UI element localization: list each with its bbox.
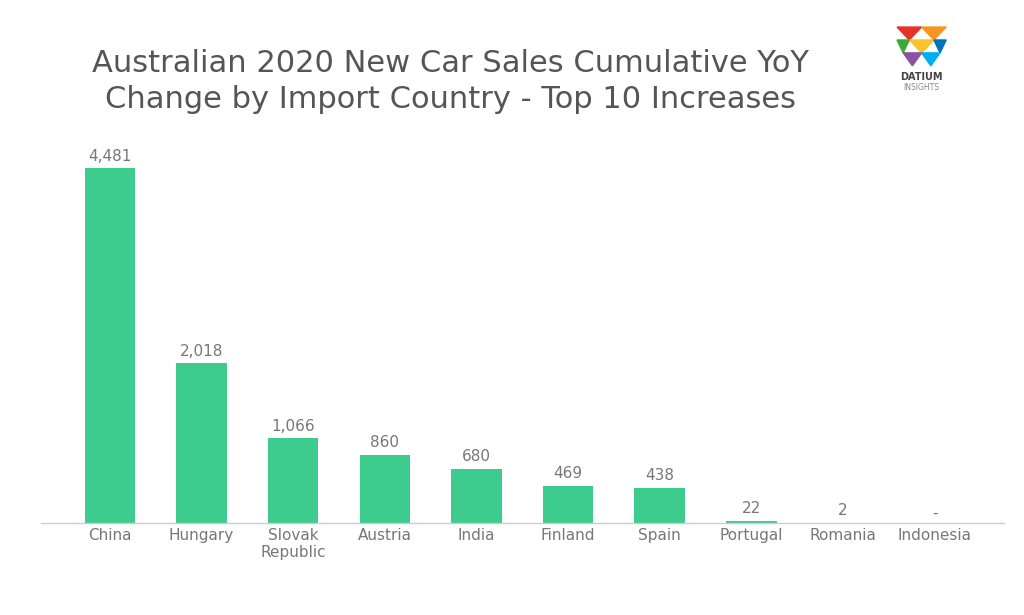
Polygon shape: [922, 53, 940, 66]
Polygon shape: [903, 53, 922, 66]
Text: 4,481: 4,481: [88, 149, 132, 164]
Polygon shape: [897, 40, 909, 53]
Text: 1,066: 1,066: [271, 419, 315, 434]
Polygon shape: [934, 40, 946, 53]
Bar: [85, 169, 135, 523]
Bar: [452, 469, 502, 523]
Polygon shape: [909, 40, 934, 53]
Bar: [726, 521, 776, 523]
Text: DATIUM: DATIUM: [900, 72, 943, 82]
Bar: [176, 363, 226, 523]
Text: 860: 860: [371, 435, 399, 450]
Text: 438: 438: [645, 469, 674, 483]
Text: 469: 469: [554, 466, 583, 481]
Bar: [268, 438, 318, 523]
Polygon shape: [897, 27, 922, 40]
Text: INSIGHTS: INSIGHTS: [903, 83, 940, 92]
Text: 22: 22: [741, 501, 761, 517]
Bar: [635, 488, 685, 523]
Bar: [359, 454, 410, 523]
Polygon shape: [922, 27, 946, 40]
Text: 680: 680: [462, 450, 490, 464]
Text: -: -: [932, 506, 937, 520]
Bar: [543, 486, 593, 523]
Text: 2: 2: [838, 503, 848, 518]
Text: Australian 2020 New Car Sales Cumulative YoY
Change by Import Country - Top 10 I: Australian 2020 New Car Sales Cumulative…: [92, 49, 809, 114]
Text: 2,018: 2,018: [180, 344, 223, 359]
